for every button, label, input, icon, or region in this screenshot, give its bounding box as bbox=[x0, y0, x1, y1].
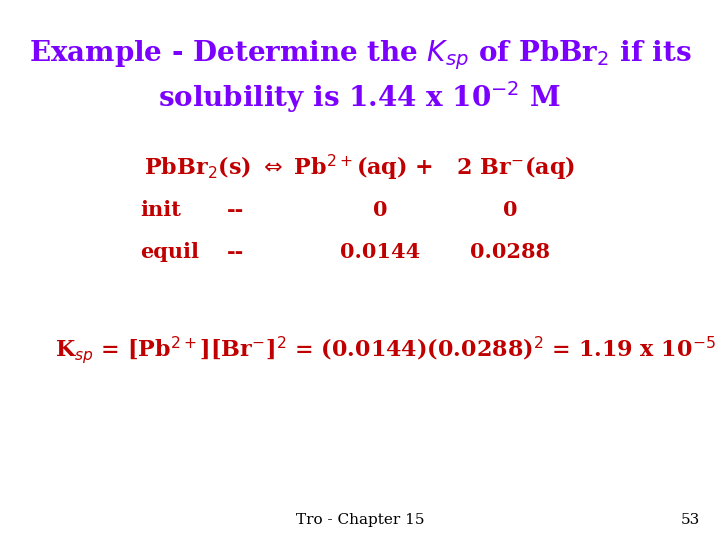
Text: 0: 0 bbox=[503, 200, 517, 220]
Text: K$_{sp}$ = [Pb$^{2+}$][Br$^{-}$]$^{2}$ = (0.0144)(0.0288)$^{2}$ = 1.19 x 10$^{-5: K$_{sp}$ = [Pb$^{2+}$][Br$^{-}$]$^{2}$ =… bbox=[55, 334, 716, 366]
Text: PbBr$_2$(s) $\Leftrightarrow$ Pb$^{2+}$(aq) +   2 Br$^{-}$(aq): PbBr$_2$(s) $\Leftrightarrow$ Pb$^{2+}$(… bbox=[145, 153, 575, 183]
Text: equil: equil bbox=[140, 242, 199, 262]
Text: Example - Determine the $\mathit{K}_{sp}$ of PbBr$_2$ if its: Example - Determine the $\mathit{K}_{sp}… bbox=[29, 38, 691, 72]
Text: Tro - Chapter 15: Tro - Chapter 15 bbox=[296, 513, 424, 527]
Text: 53: 53 bbox=[680, 513, 700, 527]
Text: init: init bbox=[140, 200, 181, 220]
Text: --: -- bbox=[226, 242, 243, 262]
Text: 0.0288: 0.0288 bbox=[470, 242, 550, 262]
Text: solubility is 1.44 x 10$^{-2}$ M: solubility is 1.44 x 10$^{-2}$ M bbox=[158, 79, 562, 115]
Text: 0.0144: 0.0144 bbox=[340, 242, 420, 262]
Text: --: -- bbox=[226, 200, 243, 220]
Text: 0: 0 bbox=[373, 200, 387, 220]
